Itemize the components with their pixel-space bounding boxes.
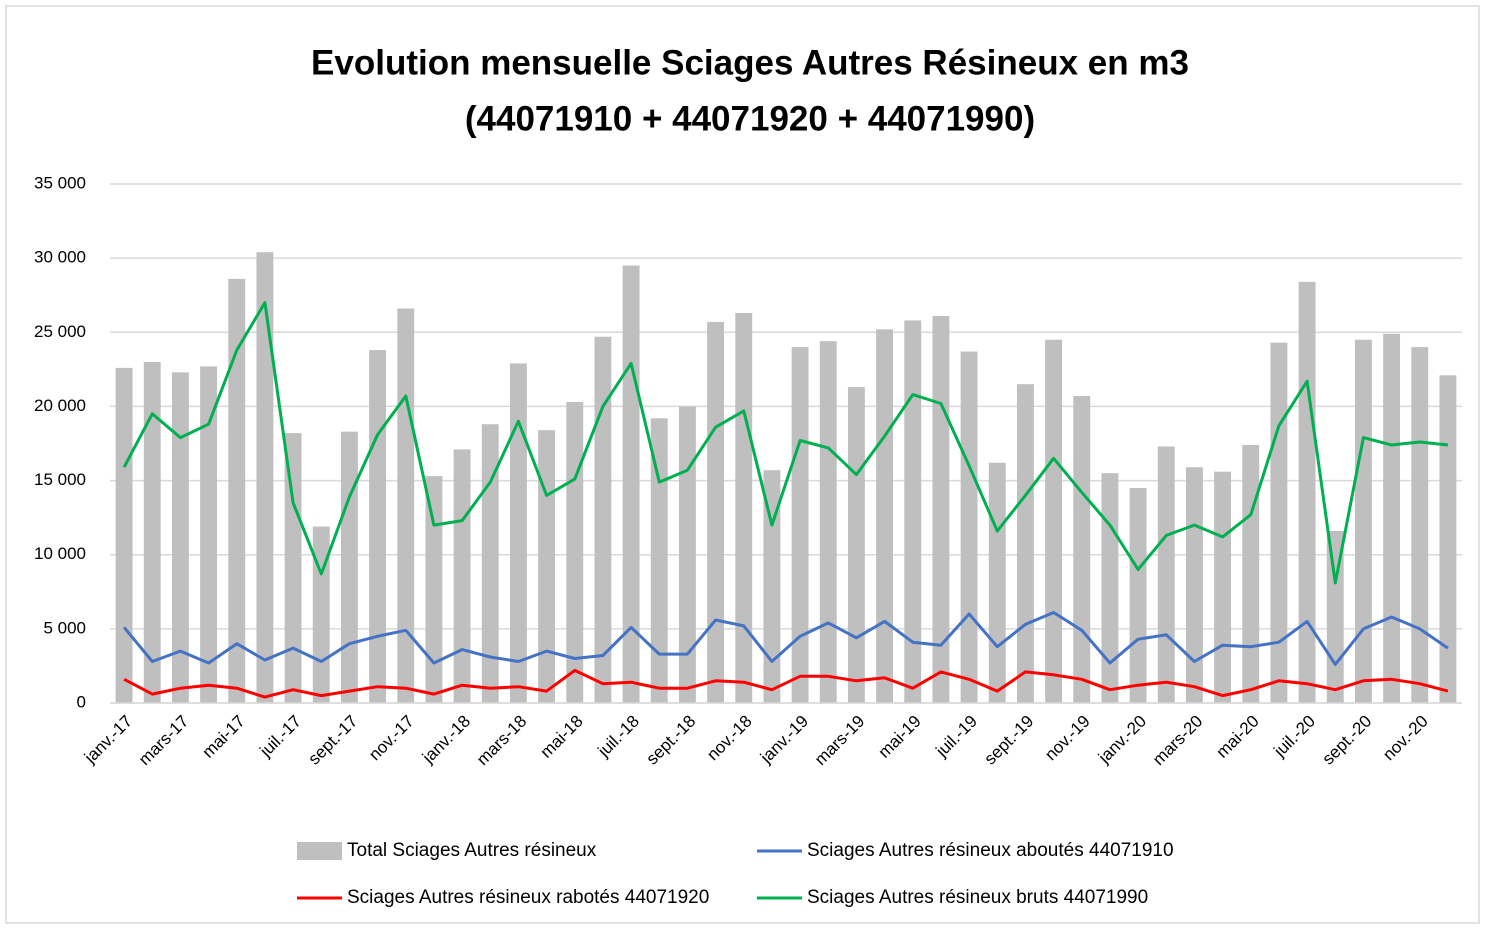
legend-label: Sciages Autres résineux aboutés 44071910 xyxy=(807,840,1174,861)
bar xyxy=(284,433,302,703)
bar xyxy=(171,372,189,703)
bar xyxy=(594,336,612,703)
bar xyxy=(509,363,527,703)
y-tick-label: 0 xyxy=(77,692,86,711)
bar xyxy=(143,361,161,703)
bar xyxy=(791,347,809,703)
bar xyxy=(200,366,218,703)
bar xyxy=(1439,375,1457,703)
bar xyxy=(1242,444,1260,703)
bar xyxy=(115,367,133,703)
bar xyxy=(1045,339,1063,703)
bar xyxy=(1157,446,1175,703)
bar xyxy=(763,470,781,703)
legend-label: Total Sciages Autres résineux xyxy=(347,840,597,861)
bar xyxy=(566,401,584,703)
y-tick-label: 20 000 xyxy=(34,396,86,415)
bar xyxy=(1185,467,1203,703)
chart-title: Evolution mensuelle Sciages Autres Résin… xyxy=(311,43,1189,82)
bar xyxy=(1270,342,1288,703)
y-tick-label: 15 000 xyxy=(34,470,86,489)
bar xyxy=(256,252,274,703)
bar xyxy=(1073,396,1091,703)
bar xyxy=(369,350,387,703)
bar xyxy=(228,278,246,703)
bar xyxy=(1016,384,1034,703)
bar xyxy=(988,462,1006,703)
line xyxy=(122,611,1449,666)
bar xyxy=(735,313,753,703)
bar xyxy=(819,341,837,703)
y-tick-label: 35 000 xyxy=(34,173,86,192)
bar xyxy=(960,351,978,703)
bar xyxy=(622,265,640,703)
legend-swatch xyxy=(297,842,342,860)
bar xyxy=(397,308,415,703)
bar xyxy=(425,476,443,703)
bar xyxy=(1298,281,1316,703)
bar xyxy=(538,430,556,703)
bar xyxy=(904,320,922,703)
y-tick-label: 25 000 xyxy=(34,322,86,341)
bar xyxy=(340,431,358,703)
bar xyxy=(1383,333,1401,703)
y-tick-label: 10 000 xyxy=(34,544,86,563)
bar xyxy=(453,449,471,703)
legend-label: Sciages Autres résineux bruts 44071990 xyxy=(807,887,1148,908)
bar xyxy=(678,406,696,703)
bar xyxy=(1354,339,1372,703)
bar xyxy=(481,424,499,703)
line xyxy=(122,301,1449,585)
line xyxy=(123,668,1449,699)
bar xyxy=(1101,473,1119,703)
bar xyxy=(847,387,865,703)
bar xyxy=(876,329,894,703)
bar xyxy=(1129,487,1147,703)
legend-label: Sciages Autres résineux rabotés 44071920 xyxy=(347,887,709,908)
bar xyxy=(1411,347,1429,703)
bar xyxy=(312,526,330,703)
bar xyxy=(707,321,725,703)
bar xyxy=(1214,471,1232,703)
bar xyxy=(650,418,668,703)
y-tick-label: 5 000 xyxy=(43,618,86,637)
chart-subtitle: (44071910 + 44071920 + 44071990) xyxy=(465,99,1035,138)
y-tick-label: 30 000 xyxy=(34,248,86,267)
